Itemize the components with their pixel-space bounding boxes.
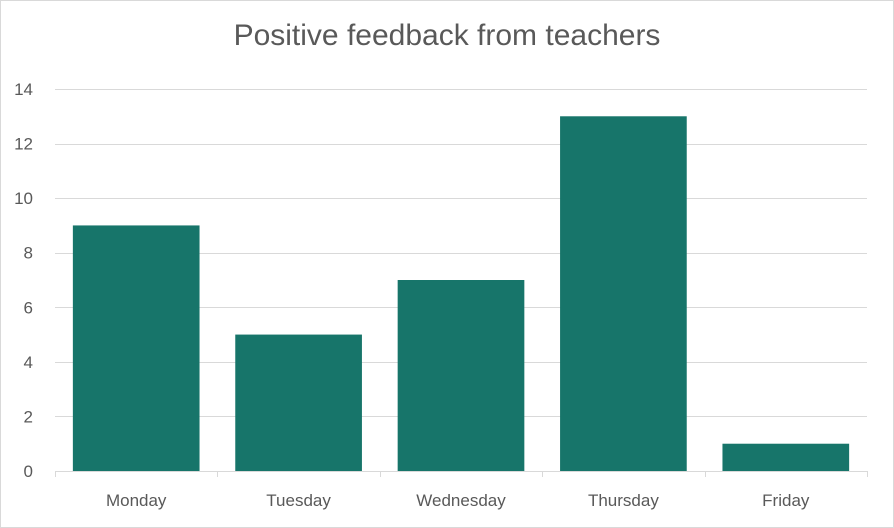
bar-friday (722, 443, 850, 471)
bar-thursday (560, 116, 687, 472)
y-tick-label: 2 (24, 407, 33, 426)
y-tick-label: 14 (14, 80, 33, 99)
y-tick-label: 8 (24, 244, 33, 263)
x-tick-label: Tuesday (266, 491, 331, 510)
y-tick-label: 0 (24, 462, 33, 481)
y-tick-label: 6 (24, 298, 33, 317)
x-tick-label: Wednesday (416, 491, 506, 510)
chart-title: Positive feedback from teachers (233, 19, 661, 52)
bar-tuesday (235, 334, 362, 471)
axes (55, 471, 868, 477)
y-tick-label: 4 (24, 353, 33, 372)
x-tick-label: Friday (762, 491, 810, 510)
bar-monday (72, 225, 200, 471)
x-tick-label: Monday (106, 491, 167, 510)
bars (72, 116, 850, 472)
bar-wednesday (397, 280, 525, 471)
x-tick-labels: Monday Tuesday Wednesday Thursday Friday (106, 491, 810, 510)
y-tick-label: 10 (14, 189, 33, 208)
x-tick-label: Thursday (588, 491, 659, 510)
y-tick-labels: 0 2 4 6 8 10 12 14 (14, 80, 33, 481)
y-tick-label: 12 (14, 135, 33, 154)
